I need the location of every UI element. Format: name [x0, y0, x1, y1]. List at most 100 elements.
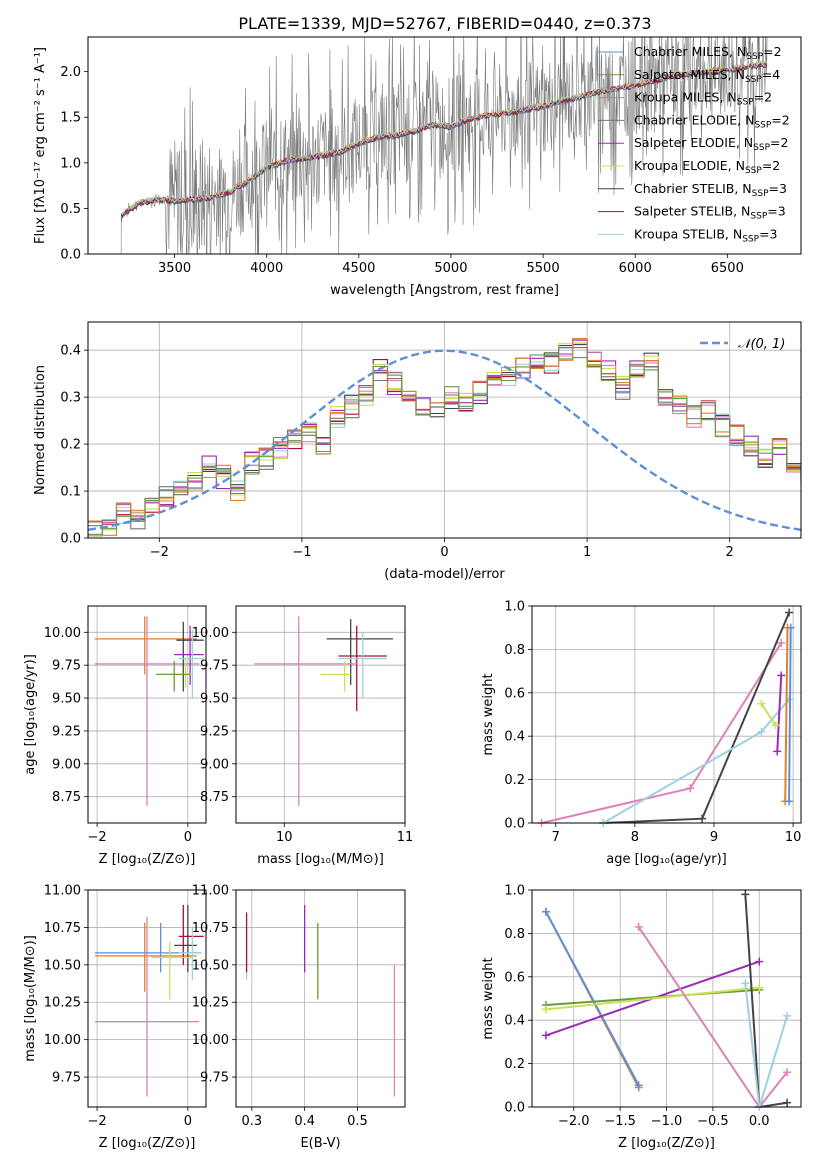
x-tick-label: 0.5	[347, 1114, 368, 1129]
series-marker	[785, 797, 794, 806]
y-tick-label: 0.3	[60, 391, 81, 406]
series-marker	[773, 747, 782, 756]
x-axis-label: age [log₁₀(age/yr)]	[606, 852, 727, 867]
x-tick-label: 7	[552, 830, 560, 845]
errorbar-point	[178, 629, 204, 699]
axes-frame	[87, 889, 207, 1108]
x-tick-label: 0.3	[242, 1114, 263, 1129]
y-axis-label: mass [log₁₀(M/M⊙)]	[23, 935, 38, 1062]
x-tick-label: 10	[276, 830, 293, 845]
series-line-salpeter_miles	[545, 988, 760, 1006]
errorbar-point	[94, 616, 197, 675]
legend-entry: Salpeter ELODIE, NSSP=2	[634, 135, 788, 153]
x-tick-label: 9	[710, 830, 718, 845]
grid-massweight_vs_age	[532, 605, 801, 824]
y-tick-label: 10.75	[44, 921, 81, 936]
series-line-kroupa_elodie	[760, 703, 777, 726]
series-marker	[541, 1031, 550, 1040]
x-tick-label: 0.4	[294, 1114, 315, 1129]
y-tick-label: 0.5	[60, 202, 81, 217]
y-tick-label: 9.75	[200, 1071, 229, 1086]
axes-frame	[87, 605, 207, 824]
y-tick-label: 1.5	[60, 111, 81, 126]
plot-area-mass_vs_ebv	[245, 904, 396, 1097]
series-line-chabrier_miles	[545, 911, 640, 1086]
errorbar-point	[174, 625, 204, 685]
legend-entry: Salpeter STELIB, NSSP=3	[634, 204, 786, 222]
y-tick-label: 9.75	[52, 659, 81, 674]
panel-age_vs_mass: 10 11 8.75 9.00 9.25 9.50 9.75 10.00 mass [log₁₀…	[192, 605, 413, 867]
errorbar-point	[94, 922, 197, 992]
series-line-kroupa_elodie	[545, 986, 760, 1011]
axes-frame	[235, 889, 406, 1108]
series-line-chabrier_stelib	[603, 612, 791, 824]
x-axis-label: E(B-V)	[300, 1136, 340, 1151]
plot-area-residuals: 𝒩(0, 1)	[88, 337, 801, 537]
y-tick-label: 0.0	[504, 1101, 525, 1116]
grid-mass_vs_ebv	[236, 889, 405, 1107]
y-tick-label: 9.25	[52, 724, 81, 739]
panel-mass_vs_ebv: 0.3 0.4 0.5 9.75 10.00 10.25 10.50 10.75 11.00 E(…	[192, 884, 406, 1151]
series-marker	[757, 727, 766, 736]
x-tick-label: 0	[184, 1114, 192, 1129]
x-tick-label: −2	[87, 1114, 106, 1129]
x-tick-label: −2	[87, 830, 106, 845]
series-line-chabrier_stelib	[744, 894, 788, 1109]
legend-entry: Chabrier MILES, NSSP=2	[634, 44, 782, 62]
y-tick-label: 9.25	[200, 724, 229, 739]
errorbar-point	[178, 927, 202, 980]
spectrum-lines	[120, 37, 768, 254]
x-axis-label: wavelength [Angstrom, rest frame]	[330, 283, 559, 298]
panel-age_vs_Z: −2 0 8.75 9.00 9.25 9.50 9.75 10.00 Z [log₁₀(Z/Z…	[23, 605, 207, 867]
x-tick-label: 2	[726, 545, 734, 560]
x-tick-label: 8	[631, 830, 639, 845]
series-marker	[757, 699, 766, 708]
y-tick-label: 0.0	[504, 817, 525, 832]
model-spectrum-salpeter_stelib	[120, 61, 768, 216]
x-tick-label: −1.0	[651, 1114, 683, 1129]
histogram-kroupa_elodie	[88, 342, 801, 537]
y-axis-label: Flux [fλ10⁻¹⁷ erg cm⁻² s⁻¹ A⁻¹]	[33, 47, 48, 244]
axes-frame	[87, 321, 802, 539]
errorbar-point	[178, 904, 204, 965]
x-tick-label: 4500	[342, 261, 375, 276]
legend-entry: 𝒩(0, 1)	[738, 337, 785, 352]
errorbar-point	[94, 916, 200, 1097]
axes-frame	[235, 605, 406, 824]
panel-residuals: −2 −1 0 1 2 0.0 0.1 0.2 0.3 0.4 𝒩(0, 1) (data-model…	[33, 321, 802, 582]
x-tick-label: 0.0	[749, 1114, 770, 1129]
normal-curve	[88, 349, 801, 531]
errorbar-point	[338, 632, 387, 699]
y-tick-label: 0.4	[60, 344, 81, 359]
series-marker	[783, 1098, 792, 1107]
y-tick-label: 10.00	[44, 1033, 81, 1048]
errorbar-point	[156, 661, 191, 692]
y-tick-label: 9.75	[52, 1071, 81, 1086]
y-tick-label: 0.0	[60, 248, 81, 263]
y-tick-label: 10.50	[192, 958, 229, 973]
series-marker	[741, 979, 750, 988]
x-tick-label: 3500	[158, 261, 191, 276]
series-marker	[686, 784, 695, 793]
spectrum-legend: Chabrier MILES, NSSP=2 Salpeter MILES, NS…	[598, 44, 790, 244]
x-axis-label: (data-model)/error	[384, 567, 505, 582]
y-tick-label: 10.00	[192, 1033, 229, 1048]
y-tick-label: 0.6	[504, 970, 525, 985]
y-tick-label: 0.8	[504, 927, 525, 942]
axes-frame	[531, 605, 802, 824]
series-marker	[634, 922, 643, 931]
errorbar-point	[174, 904, 197, 973]
plot-area-age_vs_Z	[94, 616, 204, 806]
y-tick-label: 0.2	[504, 773, 525, 788]
y-tick-label: 9.00	[52, 757, 81, 772]
axes-frame	[531, 889, 802, 1108]
errorbar-point	[254, 616, 357, 806]
axes-frame	[87, 36, 802, 255]
y-tick-label: 0.2	[60, 438, 81, 453]
errorbar-point	[94, 616, 200, 806]
y-tick-label: 8.75	[52, 790, 81, 805]
y-axis-label: Normed distribution	[33, 365, 48, 495]
y-tick-label: 0.2	[504, 1057, 525, 1072]
plot-area-massweight_vs_age	[537, 608, 795, 827]
x-tick-label: 4000	[250, 261, 283, 276]
